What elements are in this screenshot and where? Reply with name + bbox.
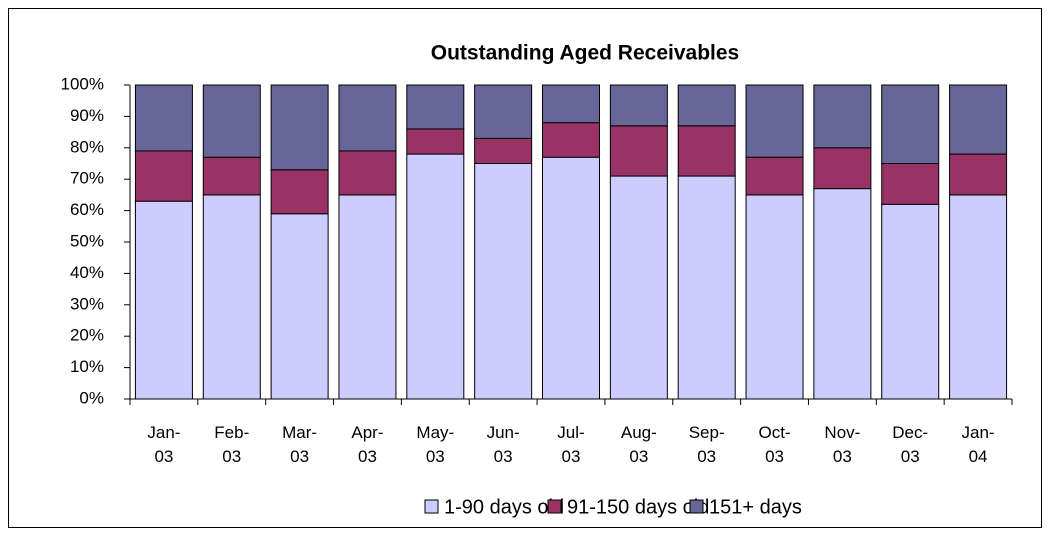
bar-segment <box>677 125 736 177</box>
y-tick-label: 80% <box>70 137 104 156</box>
chart-title: Outstanding Aged Receivables <box>431 42 739 65</box>
y-tick-label: 100% <box>61 74 104 93</box>
legend-label: 151+ days <box>709 496 802 518</box>
y-tick-label: 70% <box>70 169 104 188</box>
bar-segment <box>134 200 193 400</box>
legend-label: 91-150 days old <box>567 496 709 518</box>
bar-segment <box>745 156 804 196</box>
bar-segment <box>949 194 1008 400</box>
x-tick-label: Oct-03 <box>758 423 791 466</box>
bar-segment <box>202 156 261 196</box>
y-tick-label: 0% <box>79 388 104 407</box>
legend-label: 1-90 days old <box>444 496 564 518</box>
y-tick-label: 50% <box>70 231 104 250</box>
bar-segment <box>406 153 465 400</box>
bar-segment <box>338 150 397 196</box>
x-tick-label: Jan-04 <box>961 423 995 466</box>
x-tick-label: Apr-03 <box>351 423 384 466</box>
x-tick-label: Jan-03 <box>147 423 181 466</box>
bar-segment <box>474 163 533 400</box>
bar-segment <box>949 84 1008 155</box>
legend-swatch <box>424 499 439 514</box>
legend-swatch <box>689 499 704 514</box>
x-tick-label: Jul-03 <box>557 423 585 466</box>
bar-segment <box>338 194 397 400</box>
bar-segment <box>406 84 465 130</box>
bar-segment <box>813 188 872 400</box>
x-tick-label: Jun-03 <box>486 423 520 466</box>
bar-segment <box>609 125 668 177</box>
bar-segment <box>202 194 261 400</box>
bar-segment <box>745 84 804 158</box>
y-tick-label: 10% <box>70 357 104 376</box>
bar-segment <box>677 175 736 400</box>
bar-segment <box>813 147 872 190</box>
x-tick-label: May-03 <box>416 423 455 466</box>
bar-segment <box>609 84 668 127</box>
bar-segment <box>609 175 668 400</box>
y-tick-label: 60% <box>70 200 104 219</box>
bar-segment <box>677 84 736 127</box>
bar-segment <box>474 84 533 139</box>
bar-segment <box>270 84 329 171</box>
bar-segment <box>270 213 329 400</box>
bar-segment <box>949 153 1008 196</box>
bar-segment <box>134 150 193 202</box>
y-tick-label: 20% <box>70 326 104 345</box>
bar-segment <box>881 163 940 205</box>
y-tick-label: 30% <box>70 294 104 313</box>
bar-segment <box>134 84 193 152</box>
bar-segment <box>881 84 940 164</box>
bar-segment <box>270 169 329 215</box>
bar-segment <box>338 84 397 152</box>
x-tick-label: Dec-03 <box>892 423 929 466</box>
bar-segment <box>542 156 600 400</box>
bar-segment <box>542 84 600 124</box>
bar-segment <box>745 194 804 400</box>
bar-segment <box>881 203 940 400</box>
bar-segment <box>202 84 261 158</box>
x-tick-label: Feb-03 <box>214 423 250 466</box>
bar-segment <box>474 137 533 165</box>
x-tick-label: Mar-03 <box>282 423 318 466</box>
x-tick-label: Nov-03 <box>824 423 861 466</box>
bar-segment <box>406 128 465 155</box>
y-tick-label: 90% <box>70 106 104 125</box>
y-tick-label: 40% <box>70 263 104 282</box>
x-tick-label: Sep-03 <box>688 423 725 466</box>
x-tick-label: Aug-03 <box>620 423 657 466</box>
bar-segment <box>813 84 872 149</box>
bar-segment <box>542 122 600 158</box>
legend-swatch <box>547 499 562 514</box>
